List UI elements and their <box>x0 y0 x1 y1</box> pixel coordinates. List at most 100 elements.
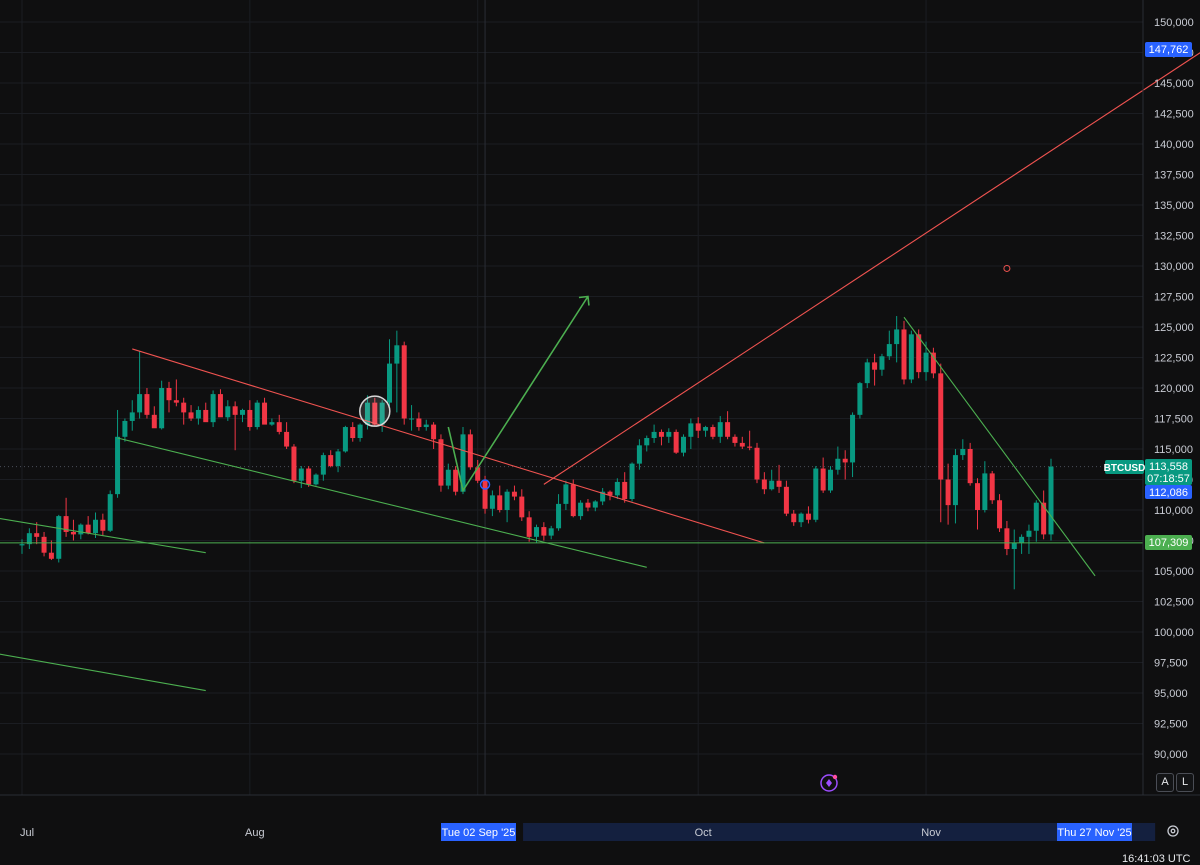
candle-body[interactable] <box>629 463 635 500</box>
candle-body[interactable] <box>48 552 54 559</box>
candle-body[interactable] <box>636 445 642 464</box>
candle-body[interactable] <box>703 427 709 431</box>
candle-body[interactable] <box>137 394 143 413</box>
candle-body[interactable] <box>717 422 723 437</box>
candle-body[interactable] <box>511 491 517 497</box>
candle-body[interactable] <box>901 329 907 380</box>
candle-body[interactable] <box>651 431 657 439</box>
candle-body[interactable] <box>908 334 914 380</box>
candle-body[interactable] <box>262 402 268 425</box>
candle-body[interactable] <box>805 513 811 520</box>
candle-body[interactable] <box>372 402 378 425</box>
trend-line[interactable] <box>132 348 765 544</box>
candle-body[interactable] <box>923 352 929 373</box>
candle-body[interactable] <box>497 495 503 510</box>
candle-body[interactable] <box>453 469 459 492</box>
candle-body[interactable] <box>1033 502 1039 531</box>
candle-body[interactable] <box>578 502 584 517</box>
candle-body[interactable] <box>195 409 201 419</box>
candle-body[interactable] <box>203 409 209 423</box>
candle-body[interactable] <box>688 423 694 437</box>
candle-body[interactable] <box>952 455 958 506</box>
candle-body[interactable] <box>681 436 686 453</box>
candle-body[interactable] <box>269 422 275 425</box>
candle-body[interactable] <box>78 524 84 535</box>
candle-body[interactable] <box>240 409 245 415</box>
candle-body[interactable] <box>159 388 165 429</box>
candle-body[interactable] <box>335 451 341 467</box>
candle-body[interactable] <box>1011 542 1017 550</box>
candle-body[interactable] <box>232 406 238 415</box>
candle-body[interactable] <box>254 402 260 428</box>
candle-body[interactable] <box>938 373 944 480</box>
candle-body[interactable] <box>673 431 679 453</box>
candle-body[interactable] <box>34 533 40 537</box>
candle-body[interactable] <box>842 458 848 463</box>
symbol-tag[interactable]: BTCUSD <box>1104 460 1146 474</box>
candle-body[interactable] <box>776 480 782 487</box>
candle-body[interactable] <box>445 469 451 486</box>
candle-body[interactable] <box>732 436 738 443</box>
candle-body[interactable] <box>997 500 1003 529</box>
candle-body[interactable] <box>107 494 113 531</box>
candle-body[interactable] <box>70 531 76 535</box>
candle-body[interactable] <box>658 431 664 437</box>
candle-body[interactable] <box>129 412 135 421</box>
candle-body[interactable] <box>401 345 407 419</box>
candle-body[interactable] <box>526 517 532 537</box>
candle-body[interactable] <box>828 469 833 491</box>
candle-body[interactable] <box>739 442 745 447</box>
candle-body[interactable] <box>394 345 400 364</box>
candle-body[interactable] <box>791 513 797 523</box>
candle-body[interactable] <box>1048 466 1054 535</box>
time-axis[interactable]: Jul Aug Oct Nov <box>20 827 941 839</box>
candle-body[interactable] <box>181 402 187 413</box>
candle-body[interactable] <box>541 527 547 536</box>
candle-body[interactable] <box>798 513 804 523</box>
candle-body[interactable] <box>173 400 179 403</box>
candle-body[interactable] <box>56 516 62 559</box>
candle-body[interactable] <box>460 434 466 492</box>
candle-body[interactable] <box>166 388 172 401</box>
trend-line[interactable] <box>0 650 206 692</box>
candle-body[interactable] <box>41 536 47 553</box>
candle-body[interactable] <box>761 479 767 490</box>
candle-body[interactable] <box>769 480 775 490</box>
candle-body[interactable] <box>967 449 973 484</box>
candle-body[interactable] <box>320 455 326 475</box>
candle-body[interactable] <box>725 422 731 437</box>
candle-body[interactable] <box>291 446 297 481</box>
candle-body[interactable] <box>379 402 385 425</box>
settings-gear-icon[interactable] <box>1166 824 1180 838</box>
candle-body[interactable] <box>960 449 966 456</box>
drawings[interactable] <box>0 45 1200 692</box>
candle-body[interactable] <box>835 458 841 470</box>
trend-line[interactable] <box>0 515 206 554</box>
candle-body[interactable] <box>945 479 951 506</box>
candle-body[interactable] <box>975 483 980 510</box>
candle-body[interactable] <box>100 519 106 531</box>
candle-body[interactable] <box>122 420 128 437</box>
projection-arrow-path[interactable] <box>447 296 589 493</box>
candle-body[interactable] <box>570 484 576 517</box>
candle-body[interactable] <box>982 473 988 510</box>
candle-body[interactable] <box>247 409 253 428</box>
candle-body[interactable] <box>298 468 304 481</box>
candle-body[interactable] <box>26 533 32 545</box>
candle-body[interactable] <box>622 481 628 500</box>
candle-body[interactable] <box>387 363 392 403</box>
candle-body[interactable] <box>820 468 826 491</box>
candle-body[interactable] <box>217 394 223 418</box>
price-marker-handle[interactable] <box>479 479 491 490</box>
candle-body[interactable] <box>585 502 591 508</box>
candle-body[interactable] <box>1041 502 1047 535</box>
candle-body[interactable] <box>85 524 91 534</box>
candle-body[interactable] <box>614 481 620 496</box>
candle-body[interactable] <box>350 427 356 439</box>
candle-body[interactable] <box>556 503 562 529</box>
candle-body[interactable] <box>409 418 415 420</box>
candle-body[interactable] <box>930 352 936 374</box>
candle-body[interactable] <box>210 394 216 423</box>
trend-line-midpoint-handle[interactable] <box>1003 264 1011 272</box>
